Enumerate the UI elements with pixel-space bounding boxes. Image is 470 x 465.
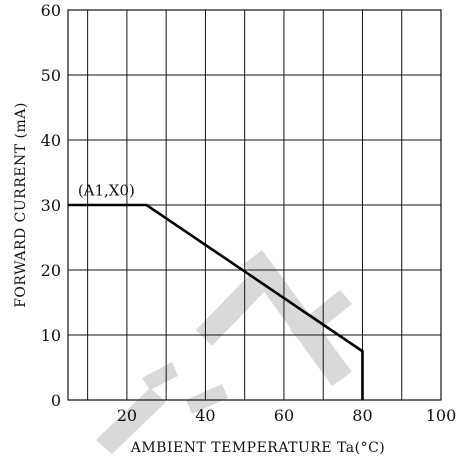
y-tick-label: 10 [41, 326, 61, 345]
y-axis-label: FORWARD CURRENT (mA) [13, 102, 29, 308]
y-tick-label: 40 [41, 131, 61, 150]
plot-grid [68, 10, 441, 400]
y-tick-label: 20 [41, 261, 61, 280]
x-tick-label: 100 [426, 406, 457, 425]
y-tick-label: 60 [41, 1, 61, 20]
y-tick-label: 0 [51, 391, 61, 410]
x-tick-label: 40 [195, 406, 215, 425]
curve-annotation: (A1,X0) [78, 181, 135, 199]
x-tick-label: 80 [352, 406, 372, 425]
series-group [68, 203, 364, 400]
x-tick-label: 60 [274, 406, 294, 425]
x-tick-labels: 20 40 60 80 100 [117, 406, 457, 425]
y-tick-label: 30 [41, 196, 61, 215]
x-tick-label: 20 [117, 406, 137, 425]
series-line [68, 203, 364, 400]
y-tick-label: 50 [41, 66, 61, 85]
y-tick-labels: 0 10 20 30 40 50 60 [41, 1, 61, 410]
watermark [96, 250, 352, 454]
x-axis-label: AMBIENT TEMPERATURE Ta(°C) [130, 440, 386, 456]
